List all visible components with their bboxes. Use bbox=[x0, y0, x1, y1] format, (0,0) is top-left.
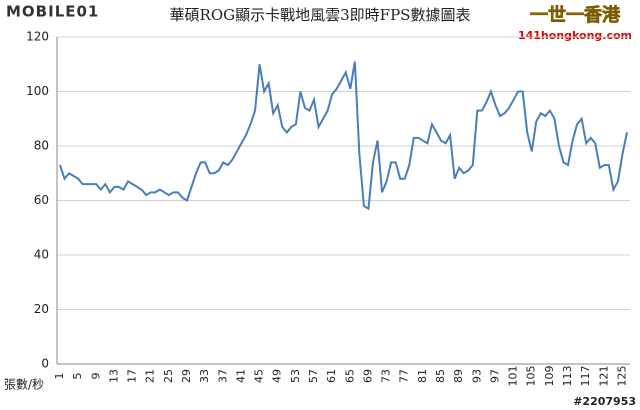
chart-title: 華碩ROG顯示卡戰地風雲3即時FPS數據圖表 bbox=[170, 6, 471, 24]
x-tick-label: 101 bbox=[507, 366, 520, 387]
x-tick-label: 121 bbox=[597, 366, 610, 387]
x-tick-label: 37 bbox=[216, 369, 229, 383]
x-tick-label: 53 bbox=[289, 369, 302, 383]
x-tick-label: 25 bbox=[162, 369, 175, 383]
x-tick-label: 29 bbox=[180, 369, 193, 383]
y-tick-label: 0 bbox=[41, 357, 49, 371]
right-url: 141hongkong.com bbox=[518, 29, 632, 42]
y-tick-label: 120 bbox=[26, 30, 49, 44]
x-tick-label: 97 bbox=[488, 369, 501, 383]
x-tick-label: 21 bbox=[144, 369, 157, 383]
x-tick-label: 41 bbox=[234, 369, 247, 383]
x-tick-label: 33 bbox=[198, 369, 211, 383]
x-tick-label: 9 bbox=[89, 373, 102, 380]
x-tick-label: 93 bbox=[470, 369, 483, 383]
image-id: #2207953 bbox=[573, 395, 636, 408]
y-tick-label: 40 bbox=[34, 248, 49, 262]
x-tick-label: 73 bbox=[380, 369, 393, 383]
x-tick-label: 1 bbox=[53, 373, 66, 380]
x-tick-label: 85 bbox=[434, 369, 447, 383]
x-tick-label: 65 bbox=[343, 369, 356, 383]
x-tick-label: 57 bbox=[307, 369, 320, 383]
x-tick-label: 117 bbox=[579, 366, 592, 387]
x-tick-label: 89 bbox=[452, 369, 465, 383]
left-logo: MOBILE01 bbox=[6, 3, 99, 21]
x-tick-label: 105 bbox=[525, 366, 538, 387]
x-tick-label: 69 bbox=[361, 369, 374, 383]
y-tick-label: 80 bbox=[34, 139, 49, 153]
y-tick-label: 60 bbox=[34, 193, 49, 207]
x-tick-label: 113 bbox=[561, 366, 574, 387]
y-tick-label: 100 bbox=[26, 84, 49, 98]
x-tick-label: 77 bbox=[398, 369, 411, 383]
x-tick-label: 61 bbox=[325, 369, 338, 383]
x-tick-label: 13 bbox=[107, 369, 120, 383]
x-axis-label: 張數/秒 bbox=[4, 378, 44, 392]
x-tick-label: 49 bbox=[271, 369, 284, 383]
y-tick-label: 20 bbox=[34, 302, 49, 316]
x-tick-label: 125 bbox=[615, 366, 628, 387]
data-line bbox=[59, 61, 628, 211]
x-tick-label: 45 bbox=[253, 369, 266, 383]
x-tick-label: 17 bbox=[126, 369, 139, 383]
x-tick-label: 81 bbox=[416, 369, 429, 383]
right-logo: 一世一香港 bbox=[530, 5, 621, 26]
x-tick-label: 5 bbox=[71, 373, 84, 380]
x-tick-label: 109 bbox=[543, 366, 556, 387]
